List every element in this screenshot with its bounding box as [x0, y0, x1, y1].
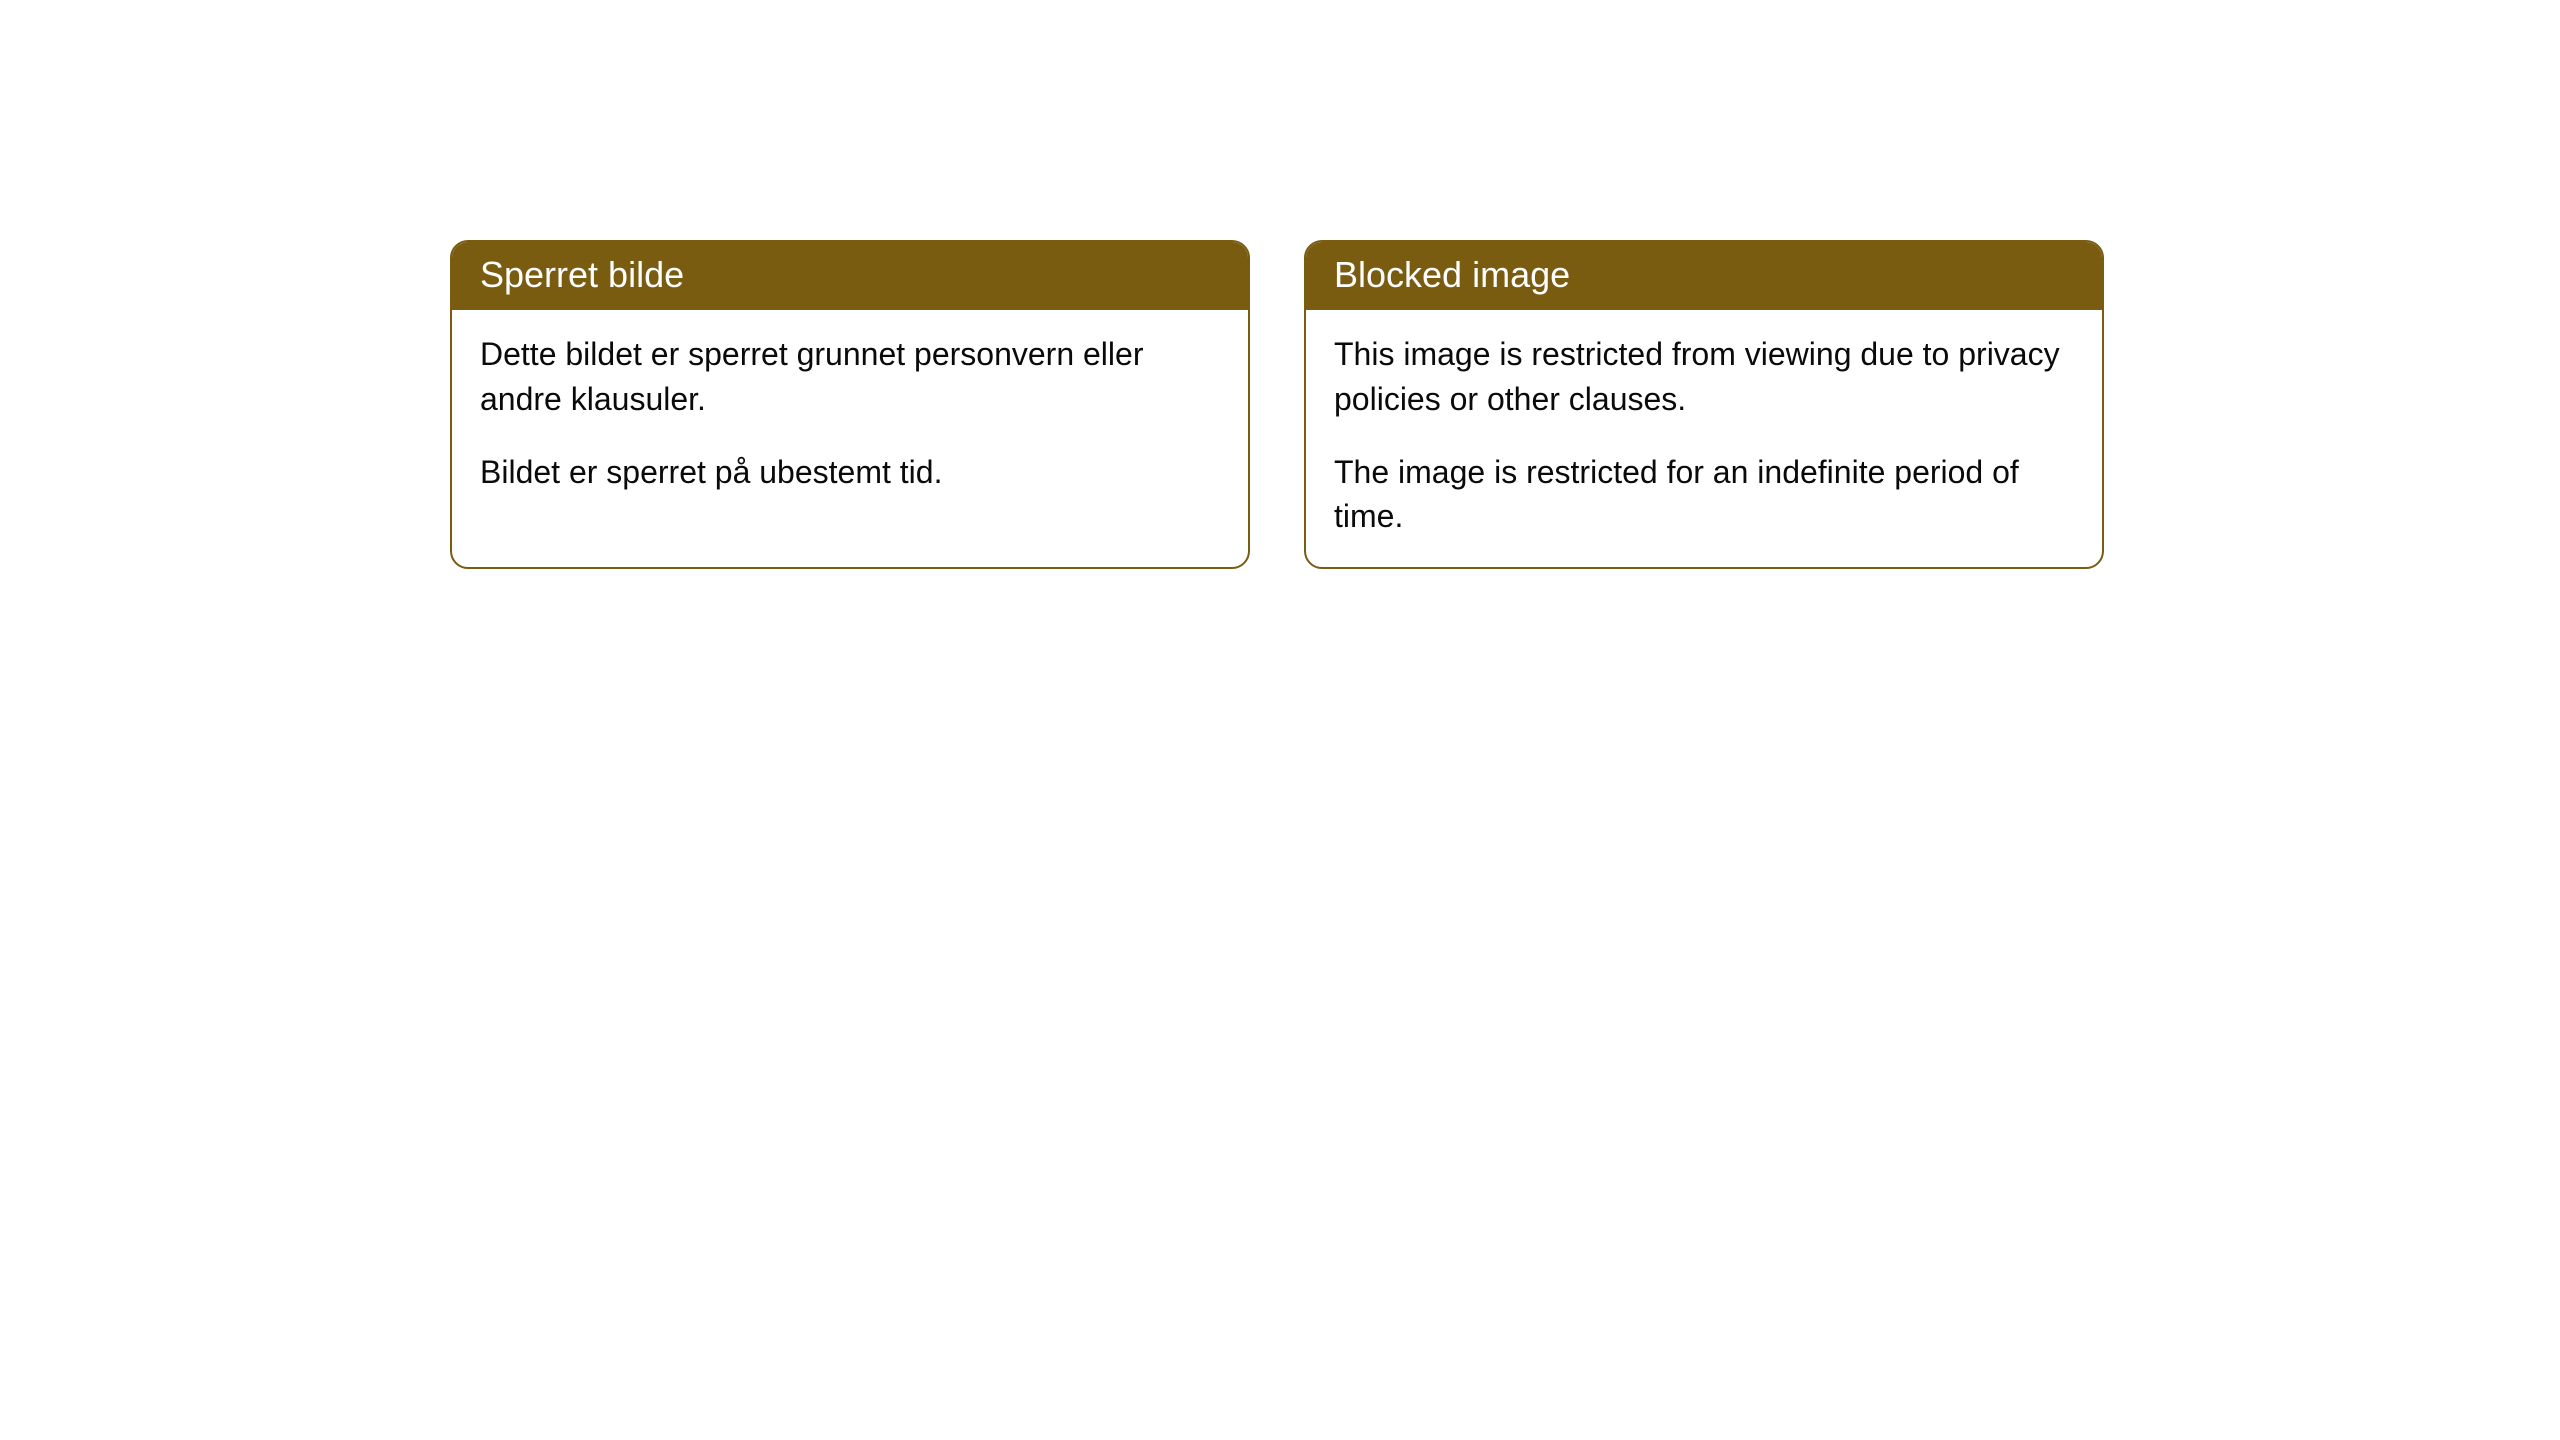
notice-card-body: This image is restricted from viewing du… — [1306, 310, 2102, 567]
notice-paragraph: Dette bildet er sperret grunnet personve… — [480, 332, 1220, 422]
notice-cards-container: Sperret bilde Dette bildet er sperret gr… — [450, 240, 2104, 569]
notice-paragraph: This image is restricted from viewing du… — [1334, 332, 2074, 422]
notice-paragraph: Bildet er sperret på ubestemt tid. — [480, 450, 1220, 495]
notice-paragraph: The image is restricted for an indefinit… — [1334, 450, 2074, 540]
notice-card-norwegian: Sperret bilde Dette bildet er sperret gr… — [450, 240, 1250, 569]
notice-card-english: Blocked image This image is restricted f… — [1304, 240, 2104, 569]
notice-card-title: Sperret bilde — [452, 242, 1248, 310]
notice-card-title: Blocked image — [1306, 242, 2102, 310]
notice-card-body: Dette bildet er sperret grunnet personve… — [452, 310, 1248, 522]
